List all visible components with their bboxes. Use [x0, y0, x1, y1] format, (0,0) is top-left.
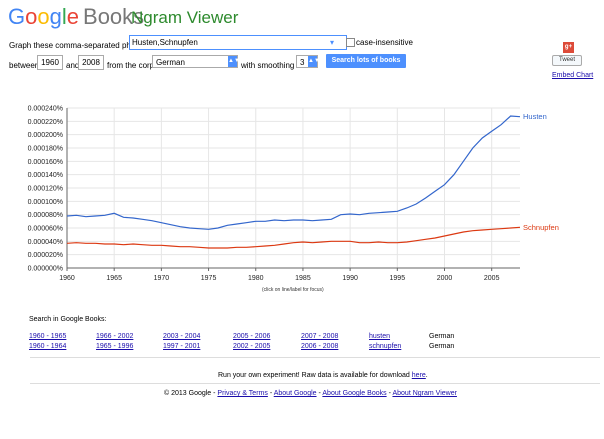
y-tick-label: 0.000060% [28, 226, 63, 233]
year-range-link[interactable]: 2002 - 2005 [233, 343, 271, 350]
year-range-link[interactable]: 2005 - 2006 [233, 333, 271, 340]
y-tick-label: 0.000240% [28, 106, 63, 113]
y-tick-label: 0.000020% [28, 252, 63, 259]
series-label-schnupfen[interactable]: Schnupfen [523, 223, 559, 232]
corpus-select[interactable]: German ▲▼ [152, 55, 240, 68]
phrase-link[interactable]: husten [369, 333, 391, 340]
search-button[interactable]: Search lots of books [326, 54, 406, 68]
y-tick-label: 0.000160% [28, 159, 63, 166]
year-range-link[interactable]: 1960 - 1965 [29, 333, 67, 340]
y-tick-label: 0.000000% [28, 266, 63, 273]
y-tick-label: 0.000220% [28, 119, 63, 126]
raw-data-link[interactable]: here [411, 372, 426, 379]
year-range-link[interactable]: 1997 - 2001 [163, 343, 201, 350]
separator: - [318, 390, 321, 397]
divider [30, 383, 600, 384]
year-range-link[interactable]: 1960 - 1964 [29, 343, 67, 350]
x-tick-label: 1970 [154, 275, 170, 282]
chevron-down-icon[interactable]: ▾ [330, 38, 335, 47]
books-logo-text: Books [83, 4, 145, 29]
and-label: and [66, 61, 80, 70]
series-label-husten[interactable]: Husten [523, 112, 547, 121]
ngram-chart[interactable]: 0.000000% 0.000020% 0.000040% 0.000060% 0.00… [0, 98, 604, 288]
about-google-link[interactable]: About Google [273, 390, 317, 397]
x-tick-label: 1965 [106, 275, 122, 282]
x-tick-label: 1985 [295, 275, 311, 282]
smoothing-value: 3 [300, 58, 305, 67]
x-tick-label: 2005 [484, 275, 500, 282]
series-line-husten[interactable] [66, 115, 521, 230]
x-tick-label: 1990 [342, 275, 358, 282]
separator: - [388, 390, 391, 397]
embed-chart-link[interactable]: Embed Chart [552, 72, 594, 79]
corpus-label: from the corpus [107, 61, 163, 70]
x-tick-label: 1995 [390, 275, 406, 282]
raw-data-text: Run your own experiment! Raw data is ava… [218, 372, 428, 379]
corpus-value: German [156, 58, 185, 67]
about-google-books-link[interactable]: About Google Books [322, 390, 387, 397]
year-range-link[interactable]: 1965 - 1996 [96, 343, 134, 350]
between-label: between [9, 61, 40, 70]
privacy-terms-link[interactable]: Privacy & Terms [217, 390, 268, 397]
year-range-link[interactable]: 2006 - 2008 [301, 343, 339, 350]
year-range-link[interactable]: 1966 - 2002 [96, 333, 134, 340]
smoothing-label: with smoothing of [241, 61, 304, 70]
year-start-input[interactable]: 1960 [37, 55, 63, 70]
raw-data-message: Run your own experiment! Raw data is ava… [218, 372, 410, 379]
year-end-input[interactable]: 2008 [78, 55, 104, 70]
footer-links: © 2013 Google - Privacy & Terms - About … [164, 390, 457, 397]
google-plus-icon[interactable]: g+ [563, 42, 574, 53]
y-tick-label: 0.000080% [28, 212, 63, 219]
y-tick-label: 0.000140% [28, 172, 63, 179]
divider [30, 357, 600, 358]
case-insensitive-checkbox[interactable] [346, 38, 355, 47]
phrases-label: Graph these comma-separated phrases: [9, 41, 153, 50]
phrase-link[interactable]: schnupfen [369, 343, 402, 350]
separator: - [269, 390, 273, 397]
year-range-link[interactable]: 2007 - 2008 [301, 333, 339, 340]
chart-hint: (click on line/label for focus) [262, 287, 324, 293]
select-arrows-icon: ▲▼ [228, 56, 240, 67]
google-logo-text: Google [8, 4, 80, 29]
corpus-name: German [429, 333, 455, 340]
search-in-google-books-label: Search in Google Books: [29, 316, 107, 323]
tweet-button[interactable]: Tweet [552, 55, 582, 66]
select-arrows-icon: ▲▼ [308, 56, 320, 67]
corpus-name: German [429, 343, 455, 350]
y-tick-label: 0.000100% [28, 199, 63, 206]
y-tick-label: 0.000200% [28, 132, 63, 139]
year-range-link[interactable]: 2003 - 2004 [163, 333, 201, 340]
smoothing-select[interactable]: 3 ▲▼ [296, 55, 320, 68]
x-tick-label: 1960 [59, 275, 75, 282]
x-tick-label: 1980 [248, 275, 264, 282]
y-tick-label: 0.000120% [28, 186, 63, 193]
x-tick-label: 2000 [437, 275, 453, 282]
phrases-input[interactable]: Husten,Schnupfen [129, 35, 347, 50]
series-line-schnupfen[interactable] [66, 226, 521, 249]
google-books-logo[interactable]: Google Books [8, 4, 144, 30]
raw-data-period: . [425, 372, 428, 379]
tweet-label: Tweet [558, 57, 575, 63]
app-title: Ngram Viewer [131, 8, 239, 27]
copyright-text: © 2013 Google - [164, 390, 216, 397]
y-tick-label: 0.000180% [28, 146, 63, 153]
x-tick-label: 1975 [201, 275, 217, 282]
about-ngram-viewer-link[interactable]: About Ngram Viewer [392, 390, 457, 397]
case-insensitive-label: case-insensitive [356, 38, 413, 47]
y-tick-label: 0.000040% [28, 239, 63, 246]
